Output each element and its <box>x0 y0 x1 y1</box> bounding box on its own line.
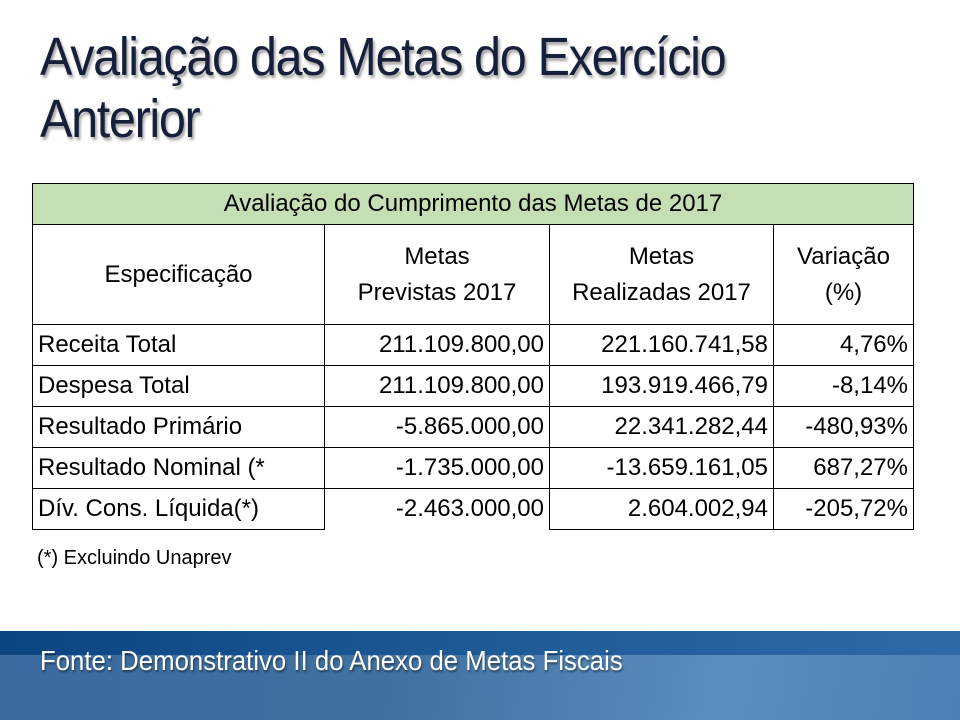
cell-realizadas: 22.341.282,44 <box>549 406 774 448</box>
cell-previstas: 211.109.800,00 <box>324 365 550 407</box>
table-row: Resultado Nominal (* -1.735.000,00 -13.6… <box>32 447 914 489</box>
header-variacao: Variação (%) <box>773 224 914 325</box>
cell-previstas: 211.109.800,00 <box>324 324 550 366</box>
cell-spec: Resultado Nominal (* <box>32 447 325 489</box>
cell-previstas: -1.735.000,00 <box>324 447 550 489</box>
slide-title: Avaliação das Metas do Exercício Anterio… <box>40 27 727 149</box>
cell-realizadas: 221.160.741,58 <box>549 324 774 366</box>
cell-realizadas: 2.604.002,94 <box>549 488 774 530</box>
cell-variacao: -205,72% <box>773 488 914 530</box>
table-row: Despesa Total 211.109.800,00 193.919.466… <box>32 365 914 407</box>
table-caption: Avaliação do Cumprimento das Metas de 20… <box>32 183 914 225</box>
cell-variacao: 4,76% <box>773 324 914 366</box>
cell-spec: Despesa Total <box>32 365 325 407</box>
cell-realizadas: 193.919.466,79 <box>549 365 774 407</box>
table-row: Receita Total 211.109.800,00 221.160.741… <box>32 324 914 366</box>
column-header-row: Especificação Metas Previstas 2017 Metas R… <box>32 224 914 325</box>
header-metas-previstas: Metas Previstas 2017 <box>324 224 550 325</box>
table-row: Resultado Primário -5.865.000,00 22.341.… <box>32 406 914 448</box>
header-especificacao: Especificação <box>32 224 325 325</box>
cell-variacao: 687,27% <box>773 447 914 489</box>
cell-spec: Dív. Cons. Líquida(*) <box>32 488 325 530</box>
table-caption-row: Avaliação do Cumprimento das Metas de 20… <box>32 183 914 225</box>
cell-previstas: -5.865.000,00 <box>324 406 550 448</box>
metas-table: Avaliação do Cumprimento das Metas de 20… <box>32 183 914 530</box>
footnote: (*) Excluindo Unaprev <box>37 547 232 569</box>
cell-realizadas: -13.659.161,05 <box>549 447 774 489</box>
header-metas-realizadas: Metas Realizadas 2017 <box>549 224 774 325</box>
cell-spec: Receita Total <box>32 324 325 366</box>
cell-variacao: -480,93% <box>773 406 914 448</box>
cell-spec: Resultado Primário <box>32 406 325 448</box>
footer-band-strip <box>0 631 960 655</box>
table-row: Dív. Cons. Líquida(*) -2.463.000,00 2.60… <box>32 488 914 530</box>
cell-previstas: -2.463.000,00 <box>324 488 550 530</box>
footer-band: Fonte: Demonstrativo II do Anexo de Meta… <box>0 631 960 720</box>
cell-variacao: -8,14% <box>773 365 914 407</box>
source-text: Fonte: Demonstrativo II do Anexo de Meta… <box>40 645 623 676</box>
